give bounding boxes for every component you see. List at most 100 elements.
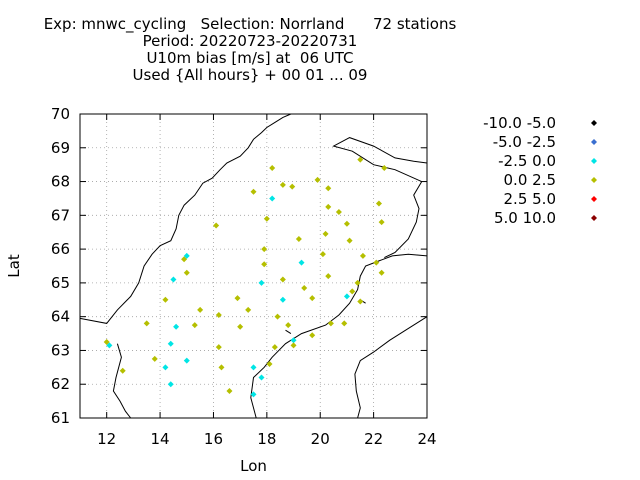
data-point (309, 332, 316, 339)
data-point (258, 374, 265, 381)
data-point (314, 176, 321, 183)
data-point (215, 311, 222, 318)
data-point (181, 256, 188, 263)
data-point (298, 259, 305, 266)
x-tick-label: 14 (151, 430, 170, 448)
data-point (234, 295, 241, 302)
data-point (218, 364, 225, 371)
data-point (250, 364, 257, 371)
data-point (309, 295, 316, 302)
data-point (173, 323, 180, 330)
data-point (335, 208, 342, 215)
data-point (191, 322, 198, 329)
data-point (271, 344, 278, 351)
data-point (266, 360, 273, 367)
title-line-4: Used {All hours} + 00 01 ... 09 (132, 66, 368, 84)
data-point (279, 181, 286, 188)
data-point (263, 215, 270, 222)
data-point (285, 322, 292, 329)
data-point (378, 269, 385, 276)
data-point (381, 165, 388, 172)
data-point (245, 306, 252, 313)
data-point (197, 306, 204, 313)
plot-frame (79, 113, 428, 419)
coastline-segment (285, 329, 292, 335)
coastline-segment (332, 137, 428, 259)
coastline-map (79, 113, 428, 419)
y-axis-label: Lat (5, 254, 23, 278)
axis-ticks: 12 14 16 18 20 22 24 61 62 63 64 65 66 67 68 69 70 (51, 105, 437, 448)
y-tick-label: 62 (51, 375, 70, 393)
data-point (258, 279, 265, 286)
data-point (349, 288, 356, 295)
data-point (301, 284, 308, 291)
data-point (106, 342, 113, 349)
legend-marker (591, 215, 597, 221)
data-point (295, 235, 302, 242)
data-point (213, 222, 220, 229)
grid (80, 114, 427, 418)
legend-marker (591, 120, 597, 126)
data-point (290, 337, 297, 344)
data-point (319, 251, 326, 258)
data-points (103, 156, 388, 398)
legend-label: -10.0 -5.0 (483, 114, 556, 132)
data-point (151, 355, 158, 362)
data-point (343, 220, 350, 227)
y-tick-label: 64 (51, 308, 70, 326)
x-tick-label: 16 (204, 430, 223, 448)
legend-label: -2.5 0.0 (498, 152, 556, 170)
data-point (167, 381, 174, 388)
x-tick-label: 18 (257, 430, 276, 448)
data-point (325, 273, 332, 280)
data-point (162, 364, 169, 371)
title-line-2: Period: 20220723-20220731 (142, 32, 358, 50)
x-axis-label: Lon (240, 457, 267, 475)
data-point (269, 195, 276, 202)
data-point (167, 340, 174, 347)
data-point (354, 279, 361, 286)
data-point (170, 276, 177, 283)
legend-marker (591, 158, 597, 164)
data-point (322, 230, 329, 237)
data-point (325, 185, 332, 192)
y-tick-label: 70 (51, 105, 70, 123)
data-point (279, 276, 286, 283)
y-tick-label: 68 (51, 173, 70, 191)
data-point (250, 188, 257, 195)
coastline-segment (79, 113, 292, 324)
data-point (183, 252, 190, 259)
data-point (103, 339, 110, 345)
x-tick-label: 22 (364, 430, 383, 448)
y-tick-label: 66 (51, 240, 70, 258)
legend-label: 2.5 5.0 (504, 190, 556, 208)
legend: -10.0 -5.0-5.0 -2.5-2.5 0.00.0 2.52.5 5.… (483, 114, 597, 227)
data-point (289, 183, 296, 190)
data-point (237, 323, 244, 330)
title-line-3: U10m bias [m/s] at 06 UTC (146, 49, 354, 67)
data-point (279, 296, 286, 303)
y-tick-label: 69 (51, 139, 70, 157)
legend-marker (591, 177, 597, 183)
data-point (261, 246, 268, 253)
data-point (162, 296, 169, 303)
coastline-segment (354, 316, 428, 419)
data-point (143, 320, 150, 327)
legend-label: 5.0 10.0 (494, 209, 556, 227)
data-point (290, 342, 297, 349)
data-point (341, 320, 348, 327)
chart-title: Exp: mnwc_cycling Selection: Norrland 72… (0, 16, 500, 84)
data-point (373, 259, 380, 266)
x-tick-label: 12 (97, 430, 116, 448)
data-point (359, 252, 366, 259)
data-point (183, 357, 190, 364)
y-tick-label: 67 (51, 206, 70, 224)
y-tick-label: 65 (51, 274, 70, 292)
x-tick-label: 24 (417, 430, 436, 448)
x-tick-label: 20 (311, 430, 330, 448)
data-point (183, 269, 190, 276)
data-point (250, 391, 257, 398)
data-point (269, 165, 276, 172)
data-point (327, 320, 334, 327)
